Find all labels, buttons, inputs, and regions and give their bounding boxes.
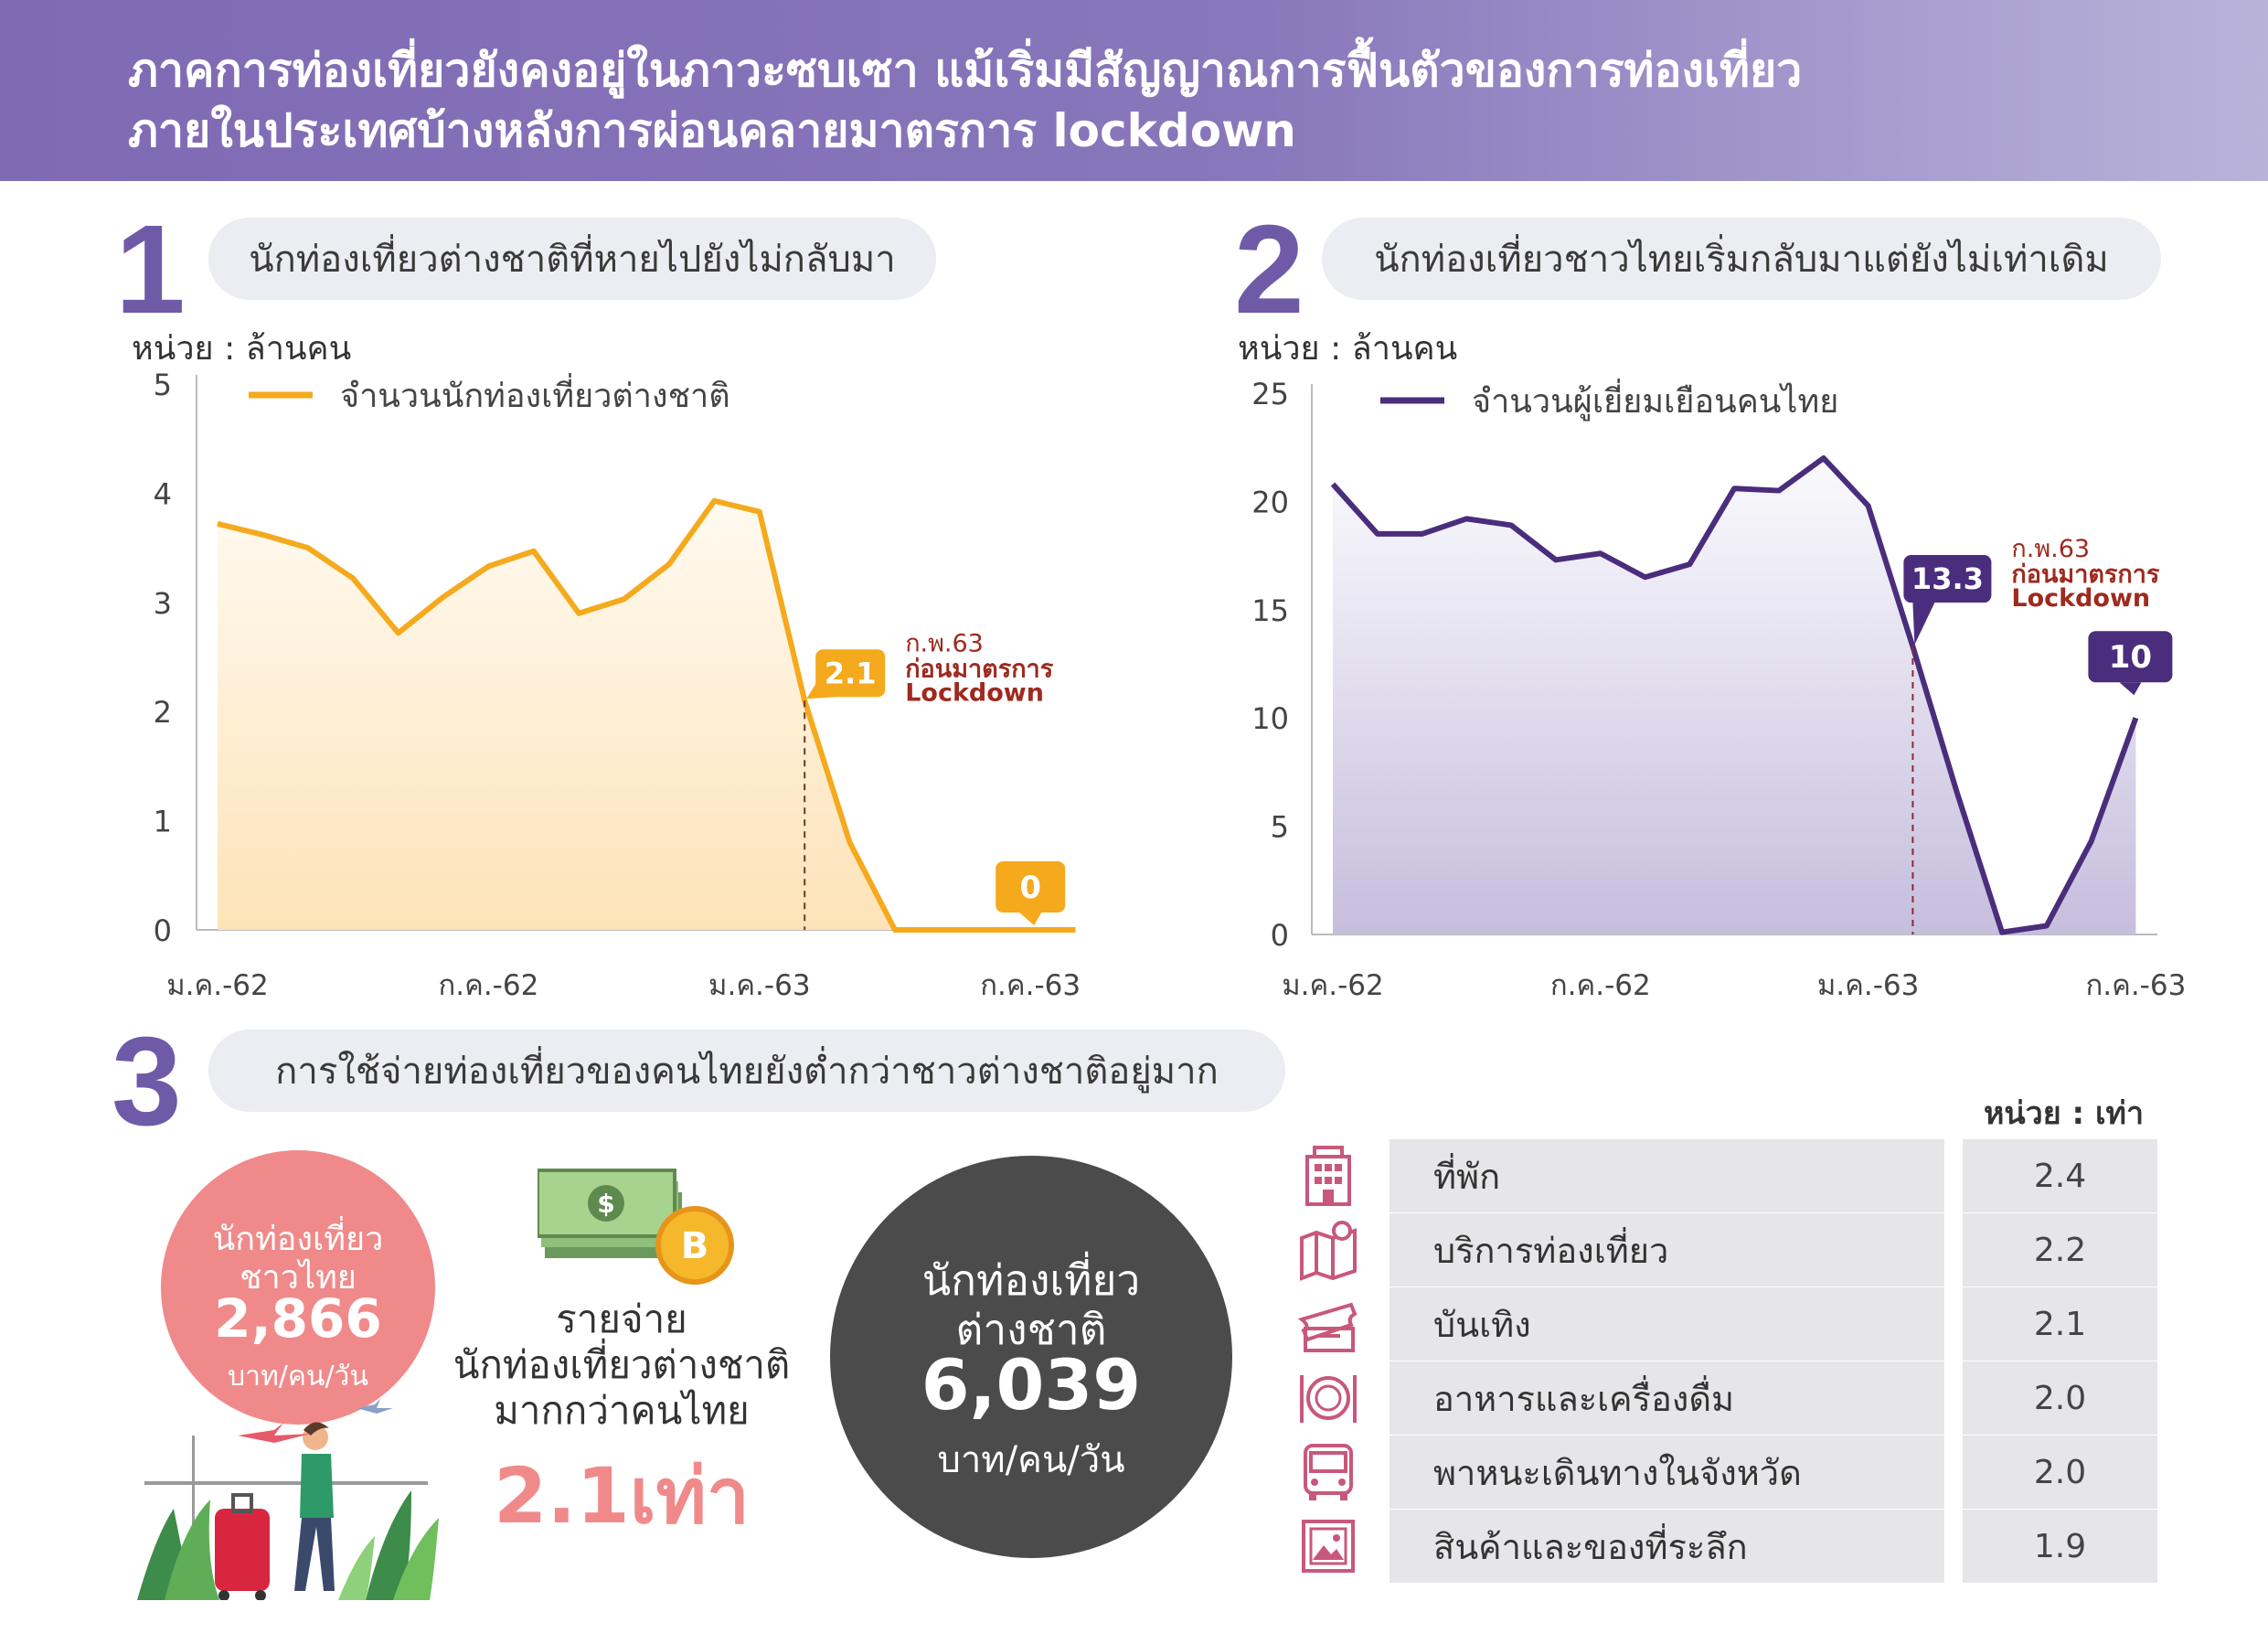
table-row-label: สินค้าและของที่ระลึก: [1390, 1510, 1944, 1583]
callout-tail: [806, 684, 836, 699]
callout-tail: [2119, 682, 2142, 696]
table-row-value: 2.1: [1963, 1287, 2157, 1361]
y-tick-label: 0: [1271, 918, 1289, 953]
series-area: [218, 500, 1076, 930]
x-tick-label: ม.ค.-62: [166, 969, 269, 1002]
series-line: [1330, 455, 2139, 935]
y-tick-label: 15: [1251, 593, 1289, 628]
header-banner: ภาคการท่องเที่ยวยังคงอยู่ในภาวะซบเซา แม้…: [0, 0, 2268, 181]
chart2-unit: หน่วย : ล้านคน: [1238, 330, 1458, 368]
table-row-label: บริการท่องเที่ยว: [1390, 1213, 1944, 1286]
table-row-value: 2.2: [1963, 1213, 2157, 1286]
x-tick-label: ก.ค.-63: [980, 969, 1081, 1002]
thai-label-line2: ชาวไทย: [240, 1259, 357, 1297]
header-title-line1: ภาคการท่องเที่ยวยังคงอยู่ในภาวะซบเซา แม้…: [128, 44, 1803, 97]
y-tick-label: 3: [154, 586, 172, 621]
svg-text:B: B: [681, 1225, 709, 1267]
compare-line2: นักท่องเที่ยวต่างชาติ: [453, 1342, 791, 1387]
charts-svg: 0 1 2 3 4 5 ม.ค.-62 ก.ค.-62 ม.ค.-63 ก.ค.-63 จำนวนน…: [154, 368, 2187, 1002]
x-tick-label: ม.ค.-63: [1817, 969, 1920, 1002]
plate-icon: [1300, 1375, 1357, 1423]
traveller-illustration: [137, 1399, 439, 1600]
y-tick-label: 5: [1271, 810, 1289, 845]
x-tick-label: ก.ค.-62: [438, 969, 538, 1002]
table-row-label: อาหารและเครื่องดื่ม: [1390, 1361, 1944, 1435]
callout-box: [1903, 555, 1992, 603]
section3-title: การใช้จ่ายท่องเที่ยวของคนไทยยังต่ำกว่าชา…: [208, 1030, 1285, 1112]
table-row-label: ที่พัก: [1390, 1139, 1944, 1212]
callout-tail: [1912, 603, 1935, 646]
y-tick-label: 25: [1251, 377, 1289, 411]
section2-number: 2: [1234, 199, 1304, 340]
series-area: [1333, 458, 2136, 934]
table-row-label: พาหนะเดินทางในจังหวัด: [1390, 1436, 1944, 1509]
compare-line3: มากกว่าคนไทย: [494, 1388, 750, 1433]
y-tick-label: 5: [154, 368, 172, 402]
foreign-spending-unit: บาท/คน/วัน: [937, 1439, 1125, 1481]
table-unit: หน่วย : เท่า: [1984, 1095, 2145, 1132]
table-row-value: 2.0: [1963, 1436, 2157, 1509]
compare-line1: รายจ่าย: [556, 1297, 687, 1341]
thai-spending-unit: บาท/คน/วัน: [228, 1361, 368, 1393]
compare-value: 2.1เท่า: [493, 1451, 751, 1541]
foreign-label-line2: ต่างชาติ: [955, 1305, 1107, 1354]
svg-text:$: $: [597, 1189, 614, 1219]
hotel-icon: [1305, 1146, 1351, 1206]
chart1-unit: หน่วย : ล้านคน: [132, 330, 352, 368]
bus-icon: [1304, 1444, 1353, 1500]
table-row-value: 1.9: [1963, 1510, 2157, 1583]
callout-box: [996, 861, 1066, 913]
header-title-line2: ภายในประเทศบ้างหลังการผ่อนคลายมาตรการ lo…: [128, 104, 1296, 157]
callout-value: 13.3: [1911, 561, 1984, 596]
picture-icon: [1302, 1520, 1355, 1573]
callout-box: [815, 649, 886, 698]
y-tick-label: 1: [154, 805, 172, 839]
thai-visitors-chart: 0 5 10 15 20 25 ม.ค.-62 ก.ค.-62 ม.ค.-63 ก.ค.-63 จำ…: [1251, 377, 2186, 1002]
annotation-note: ก.พ.63: [905, 629, 984, 657]
annotation-note: Lockdown: [2011, 584, 2150, 613]
section1-title: นักท่องเที่ยวต่างชาติที่หายไปยังไม่กลับม…: [208, 218, 936, 300]
money-icon: $ B: [538, 1169, 734, 1285]
annotation-note: Lockdown: [905, 678, 1044, 707]
table-row-label: บันเทิง: [1390, 1287, 1944, 1361]
section2-title: นักท่องเที่ยวชาวไทยเริ่มกลับมาแต่ยังไม่เ…: [1322, 218, 2161, 300]
legend-label: จำนวนผู้เยี่ยมเยือนคนไทย: [1472, 379, 1838, 422]
foreign-spending-value: 6,039: [921, 1344, 1142, 1425]
callout-value: 0: [1019, 870, 1041, 906]
map-pin-icon: [1300, 1221, 1357, 1281]
thai-label-line1: นักท่องเที่ยว: [212, 1221, 384, 1258]
thai-spending-value: 2,866: [214, 1287, 382, 1350]
y-tick-label: 4: [154, 476, 172, 511]
foreign-spending-circle: นักท่องเที่ยว ต่างชาติ 6,039 บาท/คน/วัน: [830, 1156, 1232, 1558]
section1-number: 1: [115, 199, 186, 340]
x-tick-label: ม.ค.-62: [1282, 969, 1384, 1002]
legend-label: จำนวนนักท่องเที่ยวต่างชาติ: [340, 373, 730, 415]
annotation-note: ก่อนมาตรการ: [2011, 560, 2160, 589]
callout-value: 2.1: [825, 656, 877, 690]
callout-box: [2088, 631, 2173, 683]
series-line: [217, 497, 1076, 933]
section3-number: 3: [112, 1011, 182, 1152]
foreign-label-line1: นักท่องเที่ยว: [921, 1255, 1141, 1305]
table-row-value: 2.0: [1963, 1361, 2157, 1435]
y-tick-label: 10: [1251, 701, 1289, 736]
y-tick-label: 0: [154, 913, 172, 948]
ticket-icon: [1297, 1302, 1358, 1352]
callout-tail: [1019, 913, 1042, 925]
y-tick-label: 2: [154, 695, 172, 730]
annotation-note: ก่อนมาตรการ: [905, 655, 1054, 683]
y-tick-label: 20: [1251, 485, 1289, 519]
thai-spending-circle: นักท่องเที่ยว ชาวไทย 2,866 บาท/คน/วัน: [161, 1150, 435, 1425]
x-tick-label: ก.ค.-63: [2085, 969, 2186, 1002]
x-tick-label: ม.ค.-63: [708, 969, 811, 1002]
x-tick-label: ก.ค.-62: [1550, 969, 1651, 1002]
annotation-note: ก.พ.63: [2011, 535, 2090, 563]
callout-value: 10: [2109, 639, 2152, 676]
foreign-tourists-chart: 0 1 2 3 4 5 ม.ค.-62 ก.ค.-62 ม.ค.-63 ก.ค.-63 จำนวนน…: [154, 368, 1081, 1002]
table-row-value: 2.4: [1963, 1139, 2157, 1212]
